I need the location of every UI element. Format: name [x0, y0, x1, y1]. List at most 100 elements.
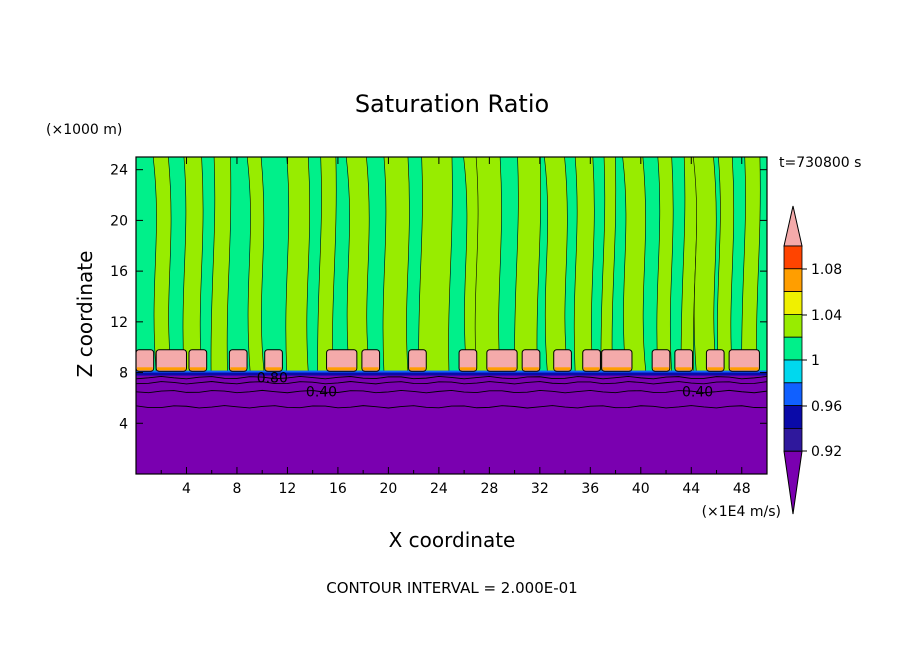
- colorbar-segment: [783, 427, 803, 452]
- cloud-cell: [553, 349, 572, 372]
- cloud-cell: [486, 349, 518, 372]
- y-tick-label: 8: [119, 366, 128, 382]
- streak-supersaturated: [622, 157, 647, 373]
- contour-line: [136, 375, 767, 380]
- streak-supersaturated: [317, 157, 337, 373]
- cloud-cell-base: [653, 367, 669, 371]
- colorbar: 1.08 1.04 1 0.96 0.92: [783, 205, 842, 515]
- colorbar-label: 1: [811, 353, 820, 369]
- cloud-cell-base: [157, 367, 186, 371]
- streak-supersaturated: [717, 157, 735, 373]
- streak-supersaturated: [680, 157, 698, 373]
- streak-supersaturated: [544, 157, 568, 373]
- colorbar-segment: [783, 405, 803, 429]
- cloud-cell-base: [327, 367, 356, 371]
- streak-supersaturated: [514, 157, 541, 373]
- cloud-cell-base: [523, 367, 539, 371]
- cloud-cell: [582, 349, 601, 372]
- cloud-cell-base: [583, 367, 600, 371]
- cloud-cell: [361, 349, 381, 372]
- contour-line: [136, 381, 767, 385]
- streak-supersaturated: [210, 157, 232, 373]
- y-axis: 4 8 12 16 20 24: [110, 163, 767, 432]
- streak-supersaturated: [474, 157, 502, 373]
- colorbar-label: 1.04: [811, 308, 842, 324]
- cloud-cell: [458, 349, 478, 372]
- colorbar-segment: [783, 245, 803, 270]
- contour-line: [136, 389, 767, 394]
- field-transition-band: [136, 371, 767, 376]
- cloud-cell: [728, 349, 760, 372]
- streak-supersaturated: [182, 157, 204, 373]
- streak-supersaturated: [246, 157, 265, 373]
- cloud-cell-base: [265, 367, 282, 371]
- field-transition-edge: [136, 370, 767, 373]
- x-tick-label: 4: [182, 481, 191, 497]
- x-tick-label: 44: [682, 481, 700, 497]
- y-tick-label: 24: [110, 163, 128, 179]
- contour-label: 0.80: [257, 371, 288, 387]
- contour-line: [136, 405, 767, 409]
- x-tick-label: 16: [329, 481, 347, 497]
- cloud-cell-base: [190, 367, 206, 371]
- cloud-cell: [705, 349, 725, 372]
- streak-supersaturated: [382, 157, 410, 373]
- x-tick-label: 32: [531, 481, 549, 497]
- streak-supersaturated: [693, 157, 717, 373]
- cloud-cell-base: [137, 367, 153, 371]
- x-axis-unit: (×1E4 m/s): [702, 504, 781, 520]
- plot-area: 0.80 0.40 0.40: [135, 156, 768, 475]
- y-axis-title: Z coordinate: [73, 251, 97, 378]
- cloud-cell: [674, 349, 694, 372]
- contour-label: 0.40: [306, 385, 337, 401]
- colorbar-segment: [783, 382, 803, 406]
- x-tick-label: 36: [581, 481, 599, 497]
- contour-label: 0.40: [682, 385, 713, 401]
- x-tick-label: 20: [379, 481, 397, 497]
- cloud-cell-base: [460, 367, 476, 371]
- y-tick-label: 20: [110, 213, 128, 229]
- streak-supersaturated: [656, 157, 674, 373]
- y-tick-label: 12: [110, 315, 128, 331]
- colorbar-label: 1.08: [811, 262, 842, 278]
- x-tick-label: 12: [279, 481, 297, 497]
- cloud-cell-base: [487, 367, 517, 371]
- colorbar-segment: [783, 359, 803, 384]
- colorbar-top-arrow: [783, 205, 803, 247]
- cloud-cell-base: [409, 367, 426, 371]
- x-tick-label: 24: [430, 481, 448, 497]
- chart-title: Saturation Ratio: [355, 90, 549, 118]
- cloud-cell-base: [730, 367, 759, 371]
- colorbar-segment: [783, 336, 803, 361]
- cloud-cell-base: [602, 367, 631, 371]
- cloud-cell-base: [554, 367, 571, 371]
- x-axis-title: X coordinate: [389, 528, 516, 552]
- streak-supersaturated: [345, 157, 370, 373]
- cloud-cell-base: [362, 367, 379, 371]
- cloud-cell: [651, 349, 671, 372]
- cloud-cell: [521, 349, 541, 372]
- x-tick-label: 48: [733, 481, 751, 497]
- colorbar-segment: [783, 291, 803, 315]
- x-tick-label: 28: [480, 481, 498, 497]
- cloud-cell: [601, 349, 633, 372]
- streak-supersaturated: [418, 157, 453, 373]
- streak-supersaturated: [573, 157, 595, 373]
- cloud-cell-base: [675, 367, 692, 371]
- cloud-cell: [155, 349, 187, 372]
- y-tick-label: 4: [119, 416, 128, 432]
- colorbar-bottom-arrow: [783, 450, 803, 515]
- streak-supersaturated: [741, 157, 761, 373]
- field-subsaturated: [136, 372, 767, 474]
- x-tick-label: 40: [632, 481, 650, 497]
- cloud-cell: [136, 349, 155, 372]
- y-tick-label: 16: [110, 264, 128, 280]
- y-axis-unit: (×1000 m): [46, 122, 122, 138]
- cloud-cell-base: [707, 367, 724, 371]
- streak-supersaturated: [600, 157, 617, 373]
- cloud-cell: [228, 349, 248, 372]
- field-layer: 0.80 0.40 0.40: [136, 157, 767, 474]
- time-label: t=730800 s: [779, 155, 861, 171]
- plot-frame: [135, 156, 768, 475]
